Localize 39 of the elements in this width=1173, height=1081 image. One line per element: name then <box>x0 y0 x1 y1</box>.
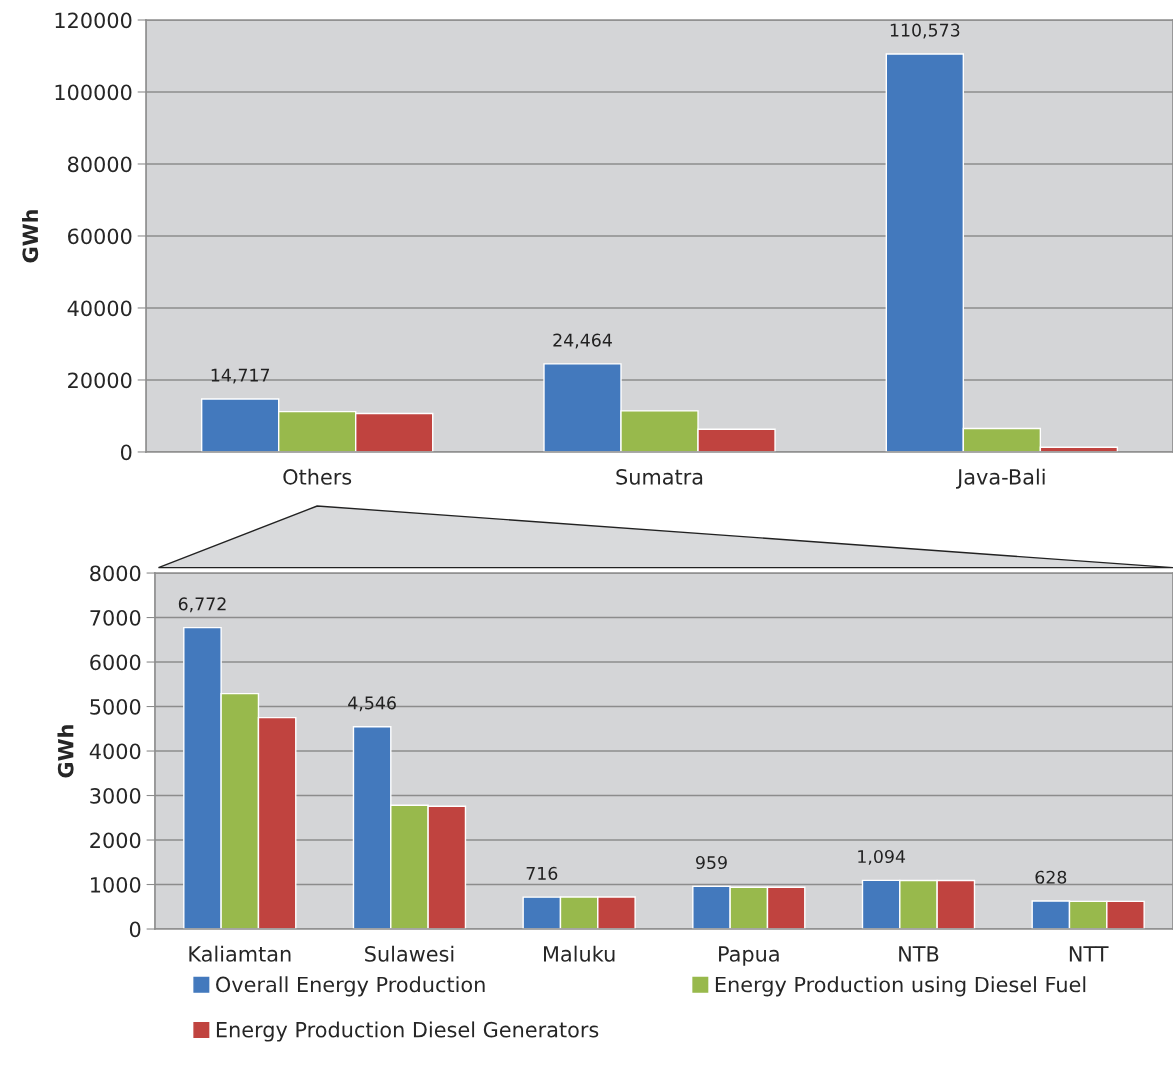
y-tick-label: 5000 <box>90 698 141 715</box>
x-tick-label: Sulawesi <box>365 945 454 962</box>
y-tick-label: 2000 <box>90 832 141 849</box>
y-tick-label: 8000 <box>90 565 141 582</box>
legend-label: Energy Production Diesel Generators <box>216 1021 599 1042</box>
y-tick-label: 120000 <box>55 12 132 29</box>
legend-label: Energy Production using Diesel Fuel <box>715 976 1086 997</box>
data-label: 24,464 <box>553 333 612 349</box>
y-tick-label: 3000 <box>90 787 141 804</box>
x-tick-label: Papua <box>719 946 779 966</box>
data-label: 628 <box>1035 870 1067 884</box>
y-tick-label: 1000 <box>91 876 141 893</box>
y-tick-label: 80000 <box>67 156 132 173</box>
x-tick-label: Maluku <box>544 945 615 962</box>
y-tick-label: 40000 <box>67 300 132 317</box>
data-label: 1,094 <box>858 849 906 865</box>
y-axis-title: GWh <box>57 725 74 778</box>
y-tick-label: 100000 <box>55 84 132 101</box>
x-tick-label: Java-Bali <box>956 468 1045 489</box>
data-label: 716 <box>526 866 558 880</box>
y-tick-label: 7000 <box>90 609 141 626</box>
legend-label: Overall Energy Production <box>216 976 485 997</box>
x-tick-label: NTB <box>899 946 939 962</box>
data-label: 4,546 <box>348 696 396 712</box>
data-label: 6,772 <box>178 597 226 613</box>
data-label: 959 <box>696 855 727 870</box>
y-axis-title: GWh <box>22 210 39 263</box>
x-tick-label: NTT <box>1069 946 1109 962</box>
y-tick-label: 0 <box>129 921 141 938</box>
data-label: 14,717 <box>211 368 270 384</box>
y-tick-label: 20000 <box>68 372 132 389</box>
y-tick-label: 0 <box>120 444 132 461</box>
x-tick-label: Others <box>283 468 352 485</box>
y-tick-label: 60000 <box>68 228 132 245</box>
y-tick-label: 4000 <box>89 743 141 760</box>
x-tick-label: Kaliamtan <box>189 945 291 962</box>
data-label: 110,573 <box>890 23 960 39</box>
x-tick-label: Sumatra <box>616 469 703 485</box>
y-tick-label: 6000 <box>90 654 141 671</box>
